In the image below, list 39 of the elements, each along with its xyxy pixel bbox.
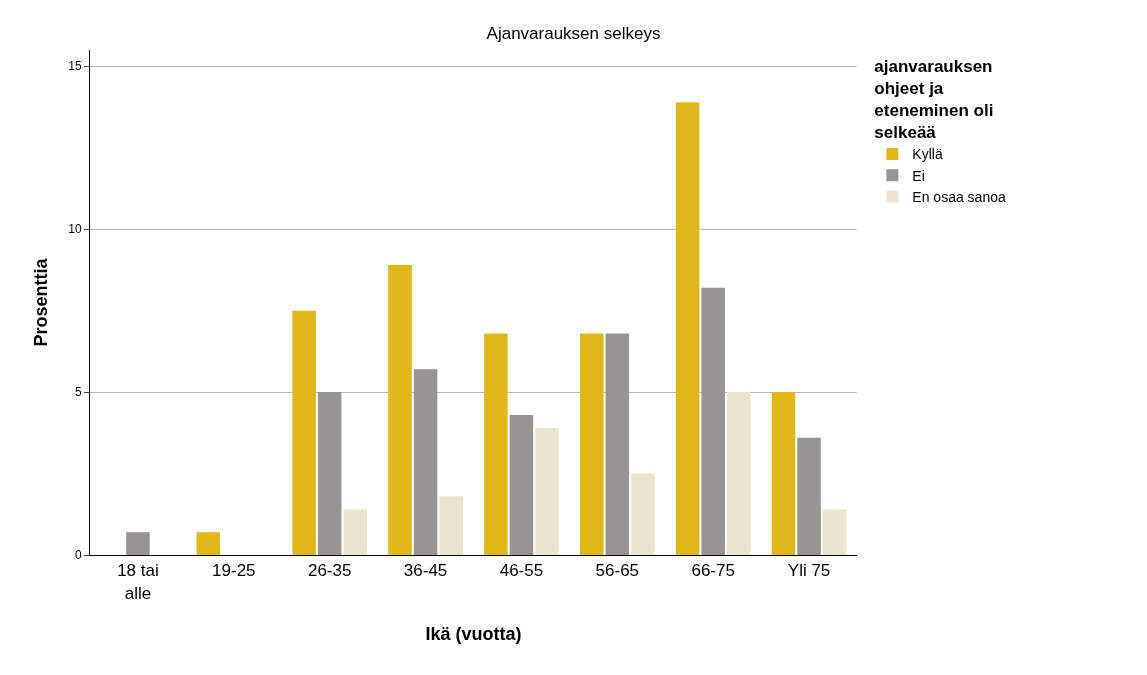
bar — [535, 427, 559, 555]
bar — [726, 392, 751, 555]
legend-label: En osaa sanoa — [912, 188, 1006, 205]
bar — [388, 265, 412, 555]
x-tick-label: 66-75 — [691, 561, 735, 581]
x-tick-label: 26-35 — [307, 561, 352, 581]
x-tick-label: 18 tai alle — [117, 561, 159, 603]
bar — [675, 102, 700, 555]
bar — [317, 392, 342, 555]
bar — [822, 509, 847, 555]
bar — [126, 532, 150, 555]
x-tick-label: 56-65 — [595, 561, 640, 581]
x-tick-label: 46-55 — [499, 561, 544, 581]
chart-title: Ajanvarauksen selkeys — [486, 23, 661, 43]
bar — [579, 333, 604, 555]
bar — [701, 287, 725, 555]
bar — [605, 333, 630, 555]
x-axis-title: Ikä (vuotta) — [425, 623, 522, 644]
y-axis-title: Prosenttia — [31, 257, 52, 347]
bar — [196, 532, 221, 555]
legend-label: Ei — [912, 167, 925, 184]
legend-label: Kyllä — [912, 146, 943, 163]
bar — [797, 437, 821, 555]
bar — [439, 496, 463, 555]
legend-title: ajanvarauksen ohjeet ja eteneminen oli selkeää — [874, 57, 994, 143]
bar — [413, 369, 438, 555]
x-tick-label: Yli 75 — [787, 561, 831, 581]
y-tick-label: 10 — [68, 222, 82, 237]
y-tick-label: 15 — [68, 59, 82, 74]
y-tick-label: 0 — [74, 548, 82, 563]
x-tick-label: 36-45 — [403, 561, 448, 581]
bar — [484, 333, 508, 555]
bar — [509, 414, 534, 555]
bar — [343, 509, 368, 555]
bar — [631, 473, 655, 555]
x-tick-label: 19-25 — [212, 561, 256, 581]
y-tick-label: 5 — [74, 385, 82, 400]
bar — [771, 392, 796, 555]
bar — [292, 310, 316, 555]
